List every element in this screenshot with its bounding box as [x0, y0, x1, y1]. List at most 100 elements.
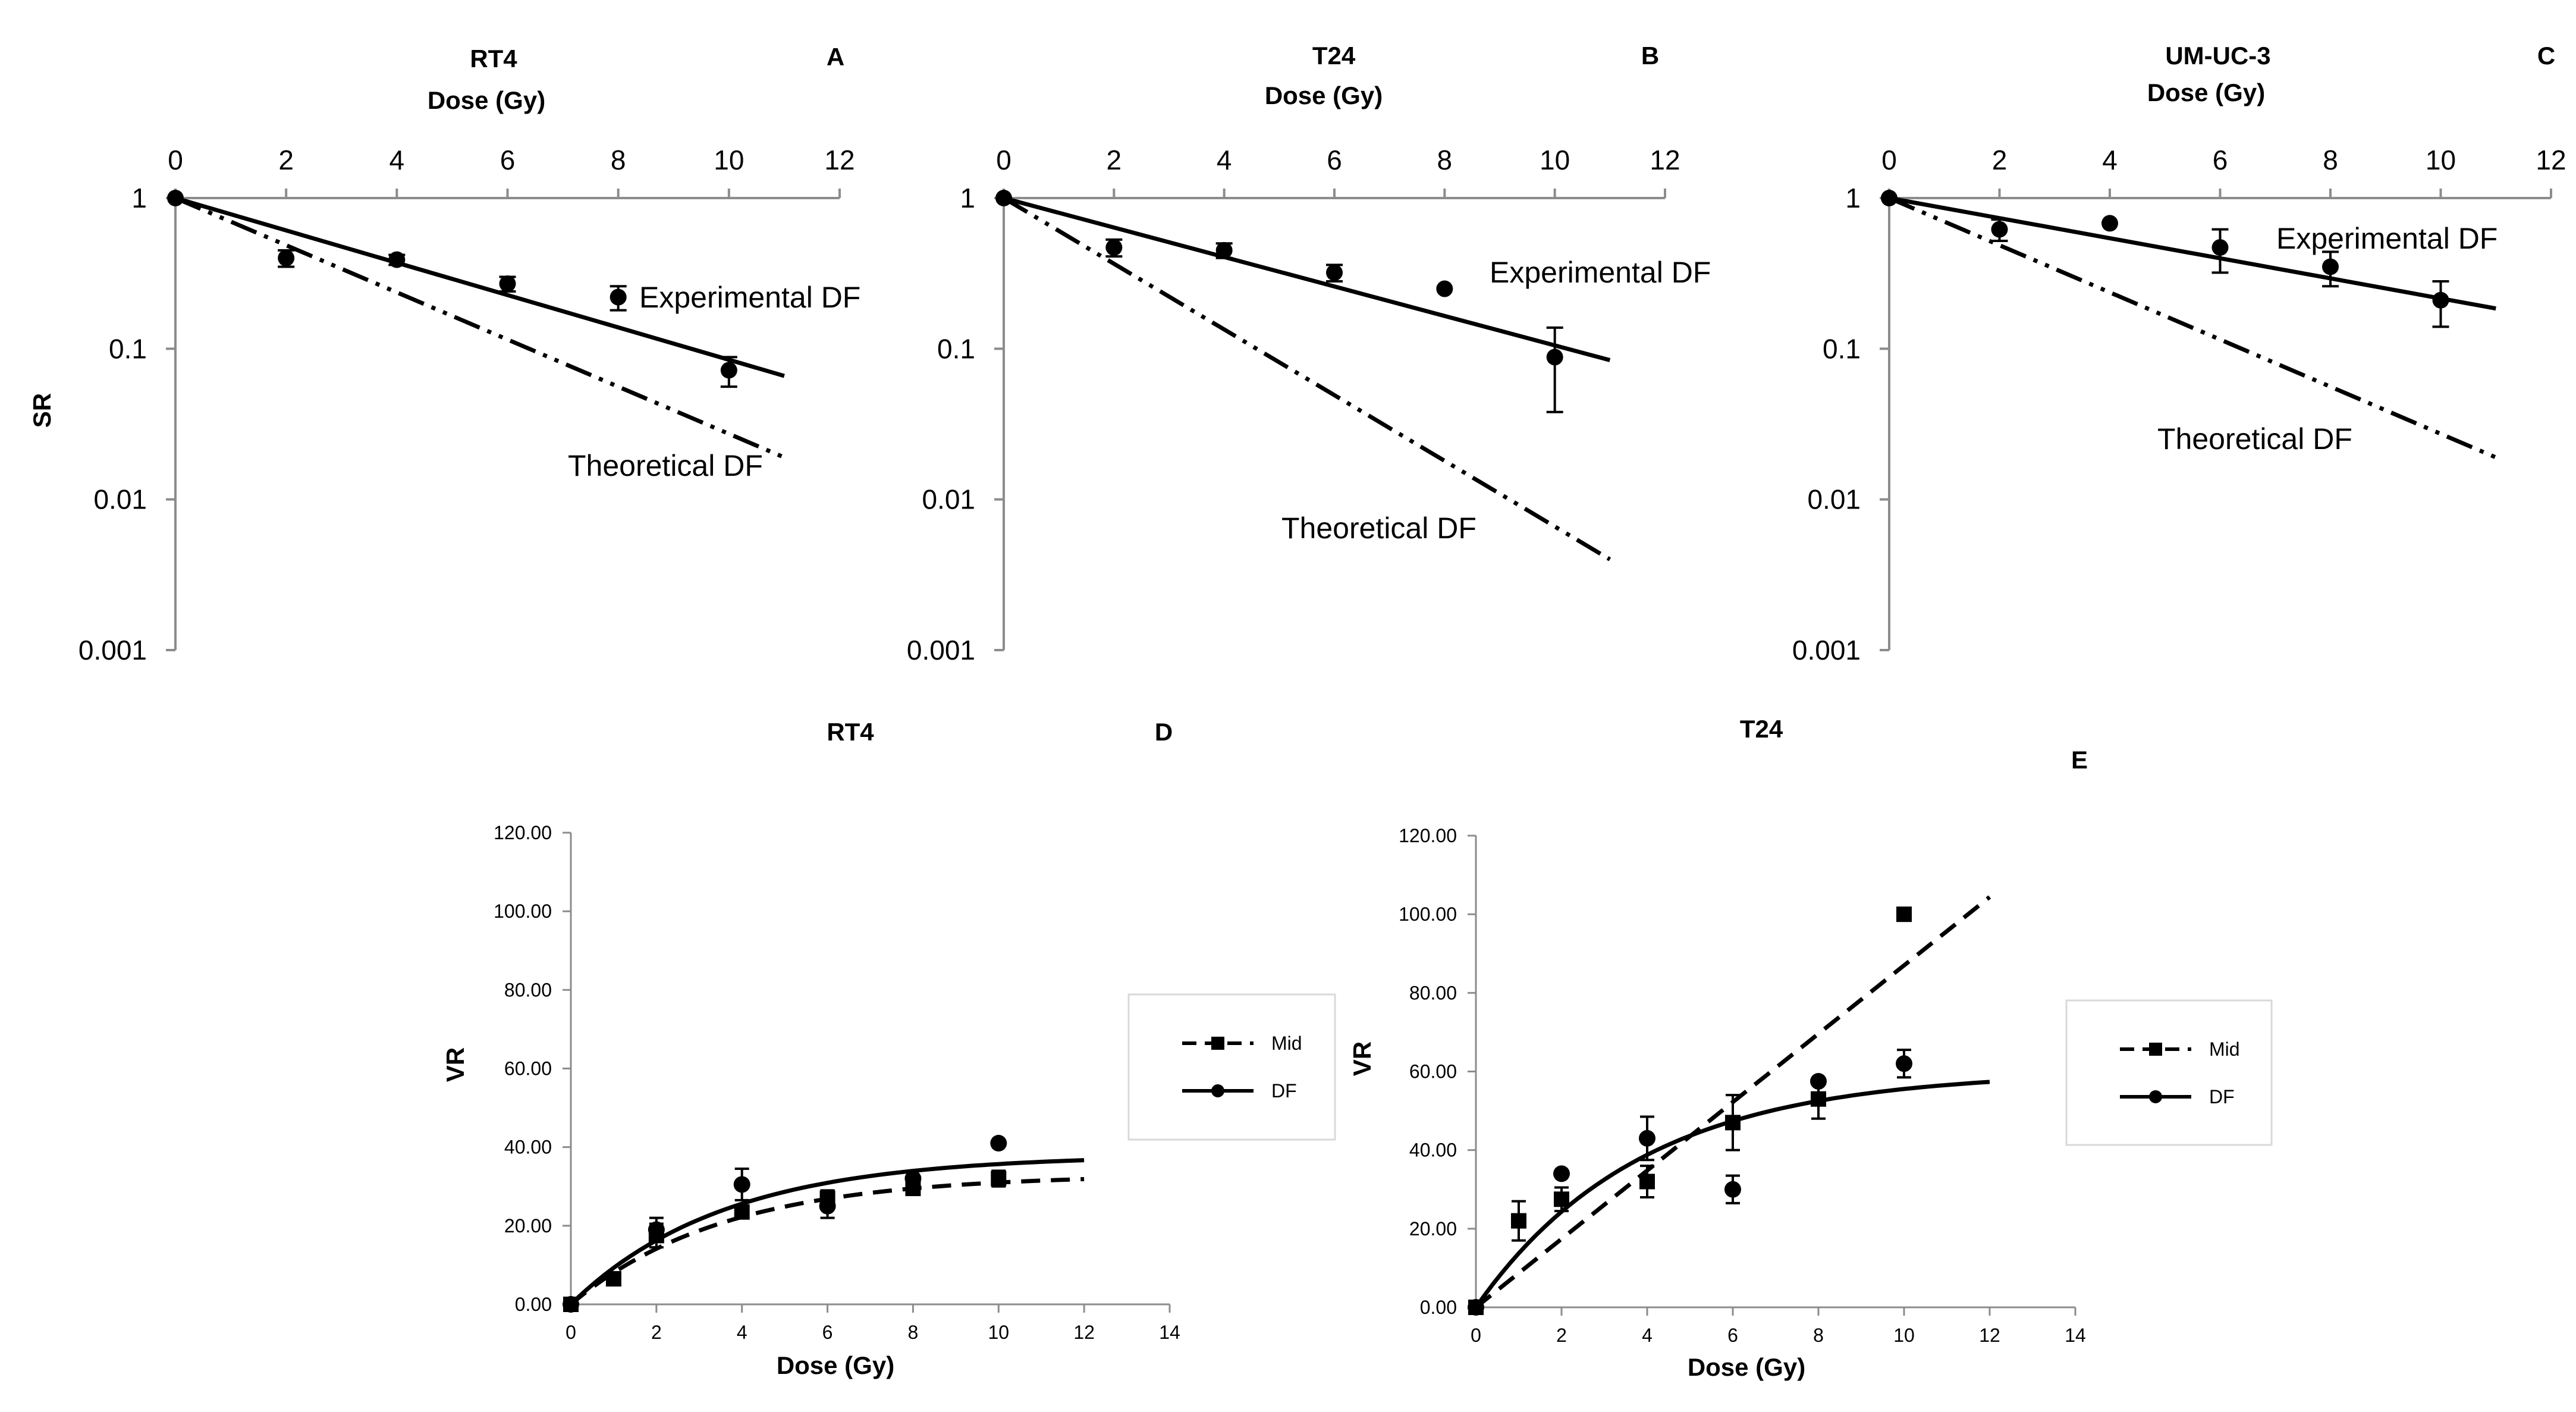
annotation-experimental-df: Experimental DF [1490, 256, 1711, 289]
legend-box [1127, 993, 1336, 1141]
df-data-point [1468, 1299, 1484, 1316]
y-tick-label: 40.00 [1409, 1140, 1457, 1161]
y-tick-label: 80.00 [1409, 982, 1457, 1003]
legend-label: DF [2209, 1086, 2235, 1107]
panel-letter-b: B [1641, 42, 1659, 70]
df-data-point [1639, 1129, 1655, 1147]
x-tick-label: 2 [1556, 1325, 1567, 1346]
data-point [167, 190, 184, 206]
y-tick-label: 20.00 [504, 1215, 552, 1237]
data-point [1436, 280, 1453, 297]
x-tick-label: 2 [651, 1322, 662, 1343]
x-tick-label: 8 [1813, 1325, 1824, 1346]
x-tick-label: 2 [278, 145, 294, 175]
mid-data-point [1554, 1191, 1569, 1207]
data-point [2101, 215, 2118, 232]
df-data-point [733, 1176, 750, 1193]
data-point [1105, 239, 1123, 256]
y-tick-label: 20.00 [1409, 1218, 1457, 1240]
data-point [2432, 291, 2449, 309]
x-tick-label: 10 [988, 1322, 1009, 1343]
chart-title: T24 [1740, 715, 1783, 743]
chart-panel-e: T24 E Dose (Gy) VR 0 2 4 6 8 10 12 14 0.00 20.00 4… [1348, 715, 2273, 1381]
df-data-point [1553, 1165, 1570, 1182]
mid-data-point [734, 1204, 750, 1220]
theoretical-df-line [1003, 196, 1611, 561]
data-point [2322, 258, 2339, 275]
x-tick-label: 8 [1437, 145, 1453, 175]
theoretical-df-line [1888, 196, 2497, 460]
data-point [720, 362, 737, 379]
x-tick-label: 12 [1979, 1325, 2000, 1346]
y-tick-label: 0.01 [93, 484, 147, 515]
y-axis-label: VR [441, 1047, 469, 1082]
y-tick-label: 60.00 [1409, 1061, 1457, 1082]
x-tick-label: 6 [1727, 1325, 1738, 1346]
data-point [388, 251, 406, 268]
legend-box [2065, 999, 2273, 1146]
x-tick-label: 8 [908, 1322, 919, 1343]
x-tick-label: 0 [996, 145, 1011, 175]
mid-data-point [991, 1171, 1007, 1187]
x-axis-label: Dose (Gy) [777, 1351, 894, 1379]
y-tick-label: 0.001 [907, 635, 975, 666]
legend-marker [1211, 1037, 1224, 1050]
chart-panel-b: T24 Dose (Gy) B Experimental DF Theoreti… [907, 42, 1711, 666]
x-tick-label: 10 [2426, 145, 2456, 175]
data-point [1215, 241, 1233, 259]
x-tick-label: 4 [2102, 145, 2118, 175]
experimental-df-line [1889, 196, 2496, 311]
mid-data-point [1639, 1173, 1655, 1190]
y-tick-label: 0.01 [922, 484, 975, 515]
x-tick-label: 14 [2065, 1325, 2086, 1346]
data-point [278, 249, 295, 266]
x-tick-label: 4 [737, 1322, 747, 1343]
x-tick-label: 6 [2213, 145, 2228, 175]
data-point [1546, 349, 1563, 366]
x-axis-label: Dose (Gy) [428, 86, 545, 114]
y-tick-label: 0.01 [1807, 484, 1861, 515]
df-data-point [990, 1135, 1007, 1152]
y-tick-label: 120.00 [1399, 825, 1457, 846]
x-tick-label: 10 [1540, 145, 1570, 175]
y-tick-label: 80.00 [504, 979, 552, 1000]
x-tick-label: 2 [1107, 145, 1122, 175]
df-data-point [1724, 1181, 1741, 1198]
x-tick-label: 8 [2323, 145, 2338, 175]
x-axis-label: Dose (Gy) [1265, 81, 1383, 109]
y-tick-label: 1 [131, 183, 147, 214]
data-point [2211, 239, 2229, 256]
x-tick-label: 4 [1642, 1325, 1653, 1346]
data-point [1881, 190, 1898, 206]
chart-panel-c: UM-UC-3 Dose (Gy) C Experimental DF Theo… [1792, 42, 2566, 666]
chart-panel-d: RT4 D Dose (Gy) VR 0 2 4 6 8 10 12 14 0.00 20.00 4… [441, 718, 1336, 1379]
x-tick-label: 0 [566, 1322, 576, 1343]
panel-letter-d: D [1155, 718, 1173, 746]
legend-label: Mid [2209, 1038, 2240, 1060]
df-data-point [1896, 1055, 1912, 1072]
y-tick-label: 1 [960, 183, 975, 214]
annotation-experimental-df: Experimental DF [639, 281, 860, 314]
data-point [1991, 221, 2008, 238]
chart-title: RT4 [827, 718, 874, 746]
x-axis-label: Dose (Gy) [2147, 79, 2265, 106]
y-axis-label: VR [1348, 1041, 1376, 1076]
chart-title: T24 [1312, 42, 1356, 70]
df-data-point [1810, 1073, 1827, 1090]
df-data-point [648, 1221, 665, 1238]
x-tick-label: 14 [1159, 1322, 1180, 1343]
x-tick-label: 0 [168, 145, 183, 175]
x-tick-label: 12 [1073, 1322, 1095, 1343]
theoretical-df-line [174, 196, 786, 460]
annotation-theoretical-df: Theoretical DF [568, 449, 763, 482]
y-tick-label: 40.00 [504, 1137, 552, 1158]
chart-title: RT4 [470, 45, 517, 73]
x-tick-label: 2 [1992, 145, 2008, 175]
x-tick-label: 10 [714, 145, 744, 175]
legend-label: DF [1271, 1080, 1297, 1102]
experimental-df-line [1003, 196, 1611, 362]
x-tick-label: 12 [1650, 145, 1680, 175]
x-tick-label: 6 [822, 1322, 833, 1343]
mid-data-point [1896, 906, 1912, 922]
